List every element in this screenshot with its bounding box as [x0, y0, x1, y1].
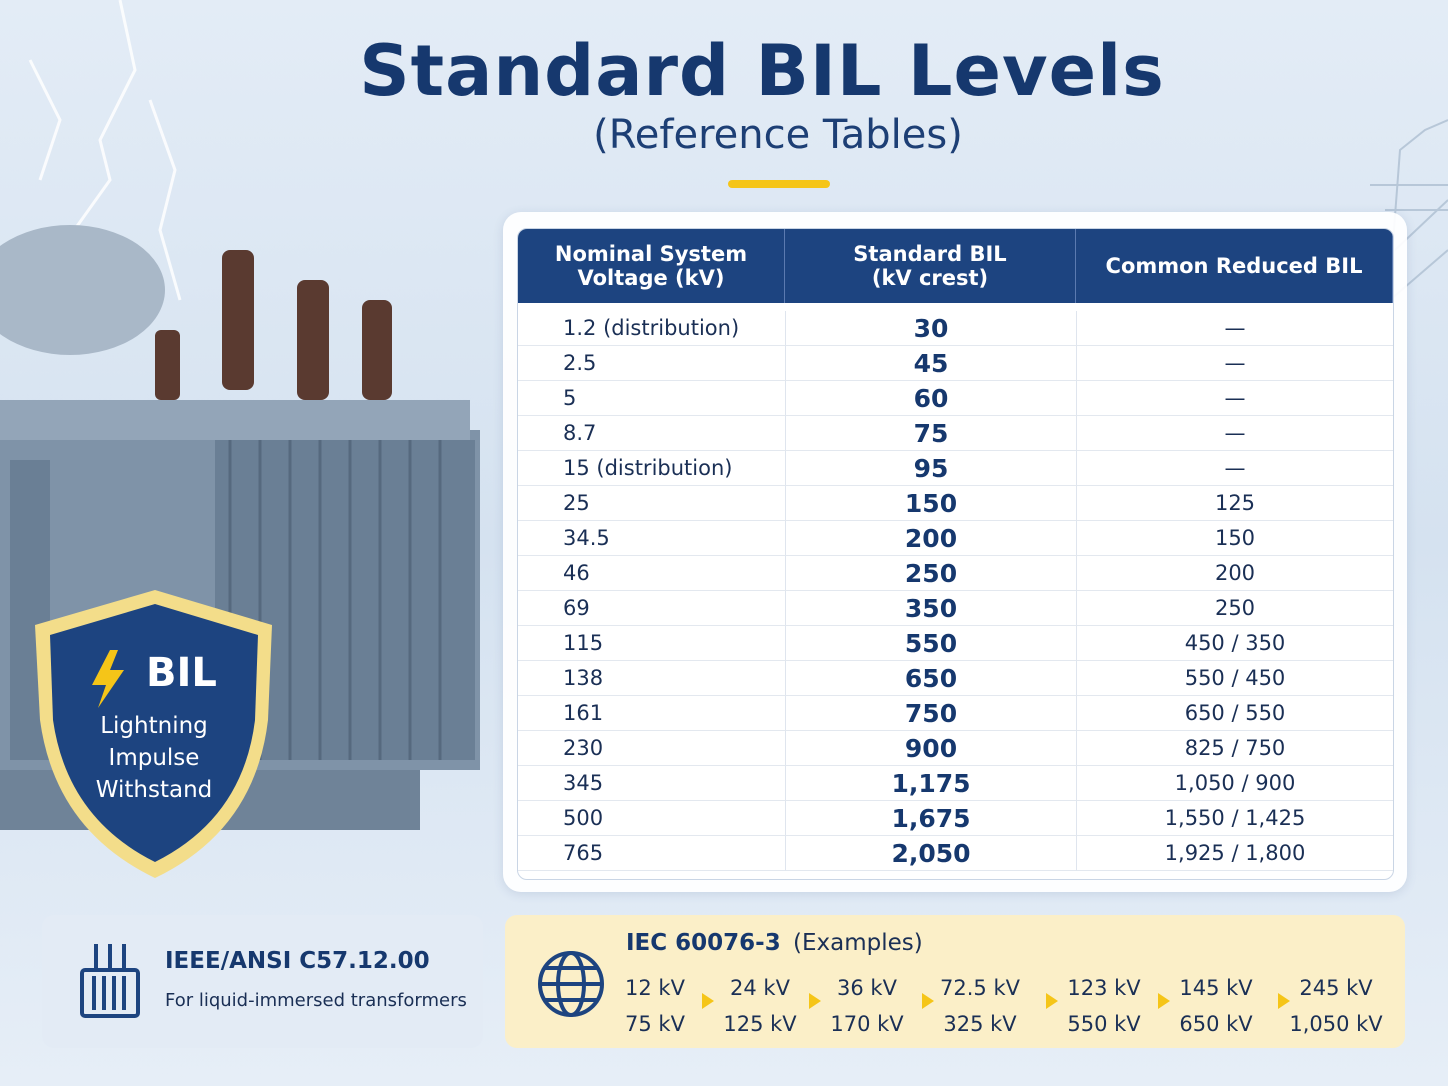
- iec-pair: 36 kV 170 kV: [817, 970, 917, 1042]
- table-cell: 500: [518, 801, 785, 836]
- arrow: [702, 993, 714, 1009]
- iec-title: IEC 60076-3: [626, 930, 781, 956]
- subtitle: (Reference Tables): [593, 112, 963, 158]
- iec-note: (Examples): [793, 930, 923, 956]
- bolt-icon: [92, 650, 124, 708]
- table-cell: 60: [785, 381, 1076, 416]
- table-cell: 115: [518, 626, 785, 661]
- table-cell: 450 / 350: [1076, 626, 1393, 661]
- iec-pair: 12 kV 75 kV: [605, 970, 705, 1042]
- table-cell: 650 / 550: [1076, 696, 1393, 731]
- header-text: Standard BIL (kV crest): [853, 242, 1007, 290]
- iec-pair: 72.5 kV 325 kV: [930, 970, 1030, 1042]
- table-cell: 2.5: [518, 346, 785, 381]
- table-cell: 650: [785, 661, 1076, 696]
- accent-bar: [728, 180, 830, 188]
- table-cell: 45: [785, 346, 1076, 381]
- iec-bil: 75 kV: [625, 1012, 685, 1036]
- arrow: [1278, 993, 1290, 1009]
- table-cell: 34.5: [518, 521, 785, 556]
- table-cell: 161: [518, 696, 785, 731]
- iec-bil: 1,050 kV: [1289, 1012, 1383, 1036]
- ieee-title: IEEE/ANSI C57.12.00: [165, 948, 430, 974]
- iec-bil: 550 kV: [1067, 1012, 1141, 1036]
- table-cell: 46: [518, 556, 785, 591]
- iec-pair: 145 kV 650 kV: [1166, 970, 1266, 1042]
- table-cell: —: [1076, 416, 1393, 451]
- iec-bil: 325 kV: [943, 1012, 1017, 1036]
- table-cell: 95: [785, 451, 1076, 486]
- iec-pair: 123 kV 550 kV: [1054, 970, 1154, 1042]
- header-cell: Common Reduced BIL: [1076, 229, 1393, 303]
- table-cell: 15 (distribution): [518, 451, 785, 486]
- table-cell: 150: [1076, 521, 1393, 556]
- iec-bil: 125 kV: [723, 1012, 797, 1036]
- iec-voltage: 24 kV: [730, 976, 790, 1000]
- title: Standard BIL Levels: [359, 30, 1165, 112]
- table-cell: 200: [785, 521, 1076, 556]
- header-cell: Standard BIL (kV crest): [785, 229, 1076, 303]
- table-cell: 230: [518, 731, 785, 766]
- table-cell: 1.2 (distribution): [518, 311, 785, 346]
- globe-icon: [538, 951, 604, 1017]
- iec-box: [505, 915, 1405, 1048]
- iec-voltage: 245 kV: [1299, 976, 1373, 1000]
- table-cell: 200: [1076, 556, 1393, 591]
- iec-bil: 170 kV: [830, 1012, 904, 1036]
- iec-voltage: 123 kV: [1067, 976, 1141, 1000]
- lightning: [28, 0, 182, 301]
- transformer-icon: [80, 944, 140, 1018]
- header-text: Common Reduced BIL: [1105, 254, 1363, 278]
- header-text: Nominal System Voltage (kV): [554, 242, 748, 290]
- table-cell: 825 / 750: [1076, 731, 1393, 766]
- badge-text: Lightning Impulse Withstand: [95, 713, 213, 803]
- table-cell: 900: [785, 731, 1076, 766]
- table-cell: 75: [785, 416, 1076, 451]
- arrow: [922, 993, 934, 1009]
- iec-voltage: 72.5 kV: [940, 976, 1020, 1000]
- table-cell: 1,175: [785, 766, 1076, 801]
- table-cell: 1,925 / 1,800: [1076, 836, 1393, 871]
- table-cell: 1,675: [785, 801, 1076, 836]
- iec-pair: 245 kV 1,050 kV: [1286, 970, 1386, 1042]
- table-cell: 5: [518, 381, 785, 416]
- table-cell: —: [1076, 346, 1393, 381]
- ieee-subtitle: For liquid-immersed transformers: [165, 990, 467, 1011]
- table-cell: —: [1076, 451, 1393, 486]
- table-cell: 550: [785, 626, 1076, 661]
- table-cell: 2,050: [785, 836, 1076, 871]
- table-cell: 25: [518, 486, 785, 521]
- table-cell: 1,050 / 900: [1076, 766, 1393, 801]
- table-cell: 350: [785, 591, 1076, 626]
- table-cell: 765: [518, 836, 785, 871]
- iec-pair: 24 kV 125 kV: [710, 970, 810, 1042]
- table-cell: 30: [785, 311, 1076, 346]
- table-cell: —: [1076, 381, 1393, 416]
- table-cell: 150: [785, 486, 1076, 521]
- table-cell: 125: [1076, 486, 1393, 521]
- header-cell: Nominal System Voltage (kV): [518, 229, 785, 303]
- table-cell: 8.7: [518, 416, 785, 451]
- iec-voltage: 36 kV: [837, 976, 897, 1000]
- iec-bil: 650 kV: [1179, 1012, 1253, 1036]
- table-cell: 1,550 / 1,425: [1076, 801, 1393, 836]
- table-cell: 69: [518, 591, 785, 626]
- table-cell: 550 / 450: [1076, 661, 1393, 696]
- badge-title: BIL: [146, 650, 217, 696]
- table-cell: 250: [1076, 591, 1393, 626]
- arrow: [809, 993, 821, 1009]
- table-cell: 750: [785, 696, 1076, 731]
- table-cell: 250: [785, 556, 1076, 591]
- arrow: [1046, 993, 1058, 1009]
- table-cell: —: [1076, 311, 1393, 346]
- iec-voltage: 12 kV: [625, 976, 685, 1000]
- table: Nominal System Voltage (kV) Standard BIL …: [517, 228, 1394, 880]
- table-cell: 138: [518, 661, 785, 696]
- table-cell: 345: [518, 766, 785, 801]
- transformer: [0, 225, 480, 830]
- arrow: [1158, 993, 1170, 1009]
- iec-voltage: 145 kV: [1179, 976, 1253, 1000]
